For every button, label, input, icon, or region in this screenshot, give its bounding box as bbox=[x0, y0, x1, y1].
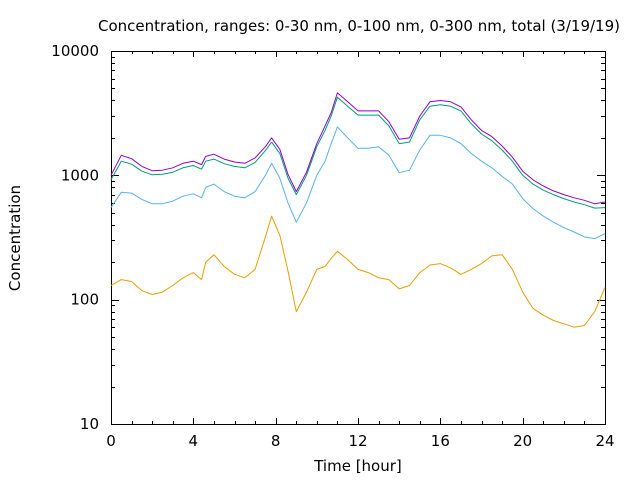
x-tick-label: 4 bbox=[189, 432, 199, 450]
x-tick-label: 0 bbox=[106, 432, 116, 450]
series-lines bbox=[110, 92, 606, 328]
series-line-4 bbox=[110, 92, 606, 205]
y-tick-label: 10000 bbox=[51, 42, 99, 60]
x-tick-label: 8 bbox=[271, 432, 281, 450]
x-axis-label: Time [hour] bbox=[313, 457, 402, 475]
series-line-2 bbox=[110, 126, 606, 240]
series-line-1 bbox=[110, 215, 606, 328]
x-tick-label: 16 bbox=[431, 432, 450, 450]
plot-frame bbox=[111, 51, 606, 425]
x-tick-label: 12 bbox=[348, 432, 367, 450]
axis-ticks bbox=[111, 51, 606, 425]
chart-title: Concentration, ranges: 0-30 nm, 0-100 nm… bbox=[98, 17, 620, 35]
series-line-3 bbox=[110, 96, 606, 209]
axis-tick-labels: 0 4 8 12 16 20 24 10 100 1000 10000 bbox=[51, 42, 614, 450]
y-tick-label: 100 bbox=[70, 291, 99, 309]
x-tick-label: 20 bbox=[513, 432, 532, 450]
y-tick-label: 10 bbox=[80, 415, 99, 433]
y-axis-label: Concentration bbox=[6, 185, 24, 291]
x-tick-label: 24 bbox=[595, 432, 614, 450]
y-tick-label: 1000 bbox=[61, 166, 99, 184]
